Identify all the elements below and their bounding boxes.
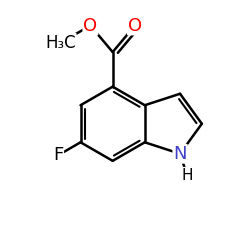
Text: N: N [173,145,187,163]
Text: H₃C: H₃C [45,34,76,52]
Text: O: O [83,16,98,34]
Text: F: F [53,146,63,164]
Text: O: O [128,16,142,34]
Text: H: H [181,168,193,183]
